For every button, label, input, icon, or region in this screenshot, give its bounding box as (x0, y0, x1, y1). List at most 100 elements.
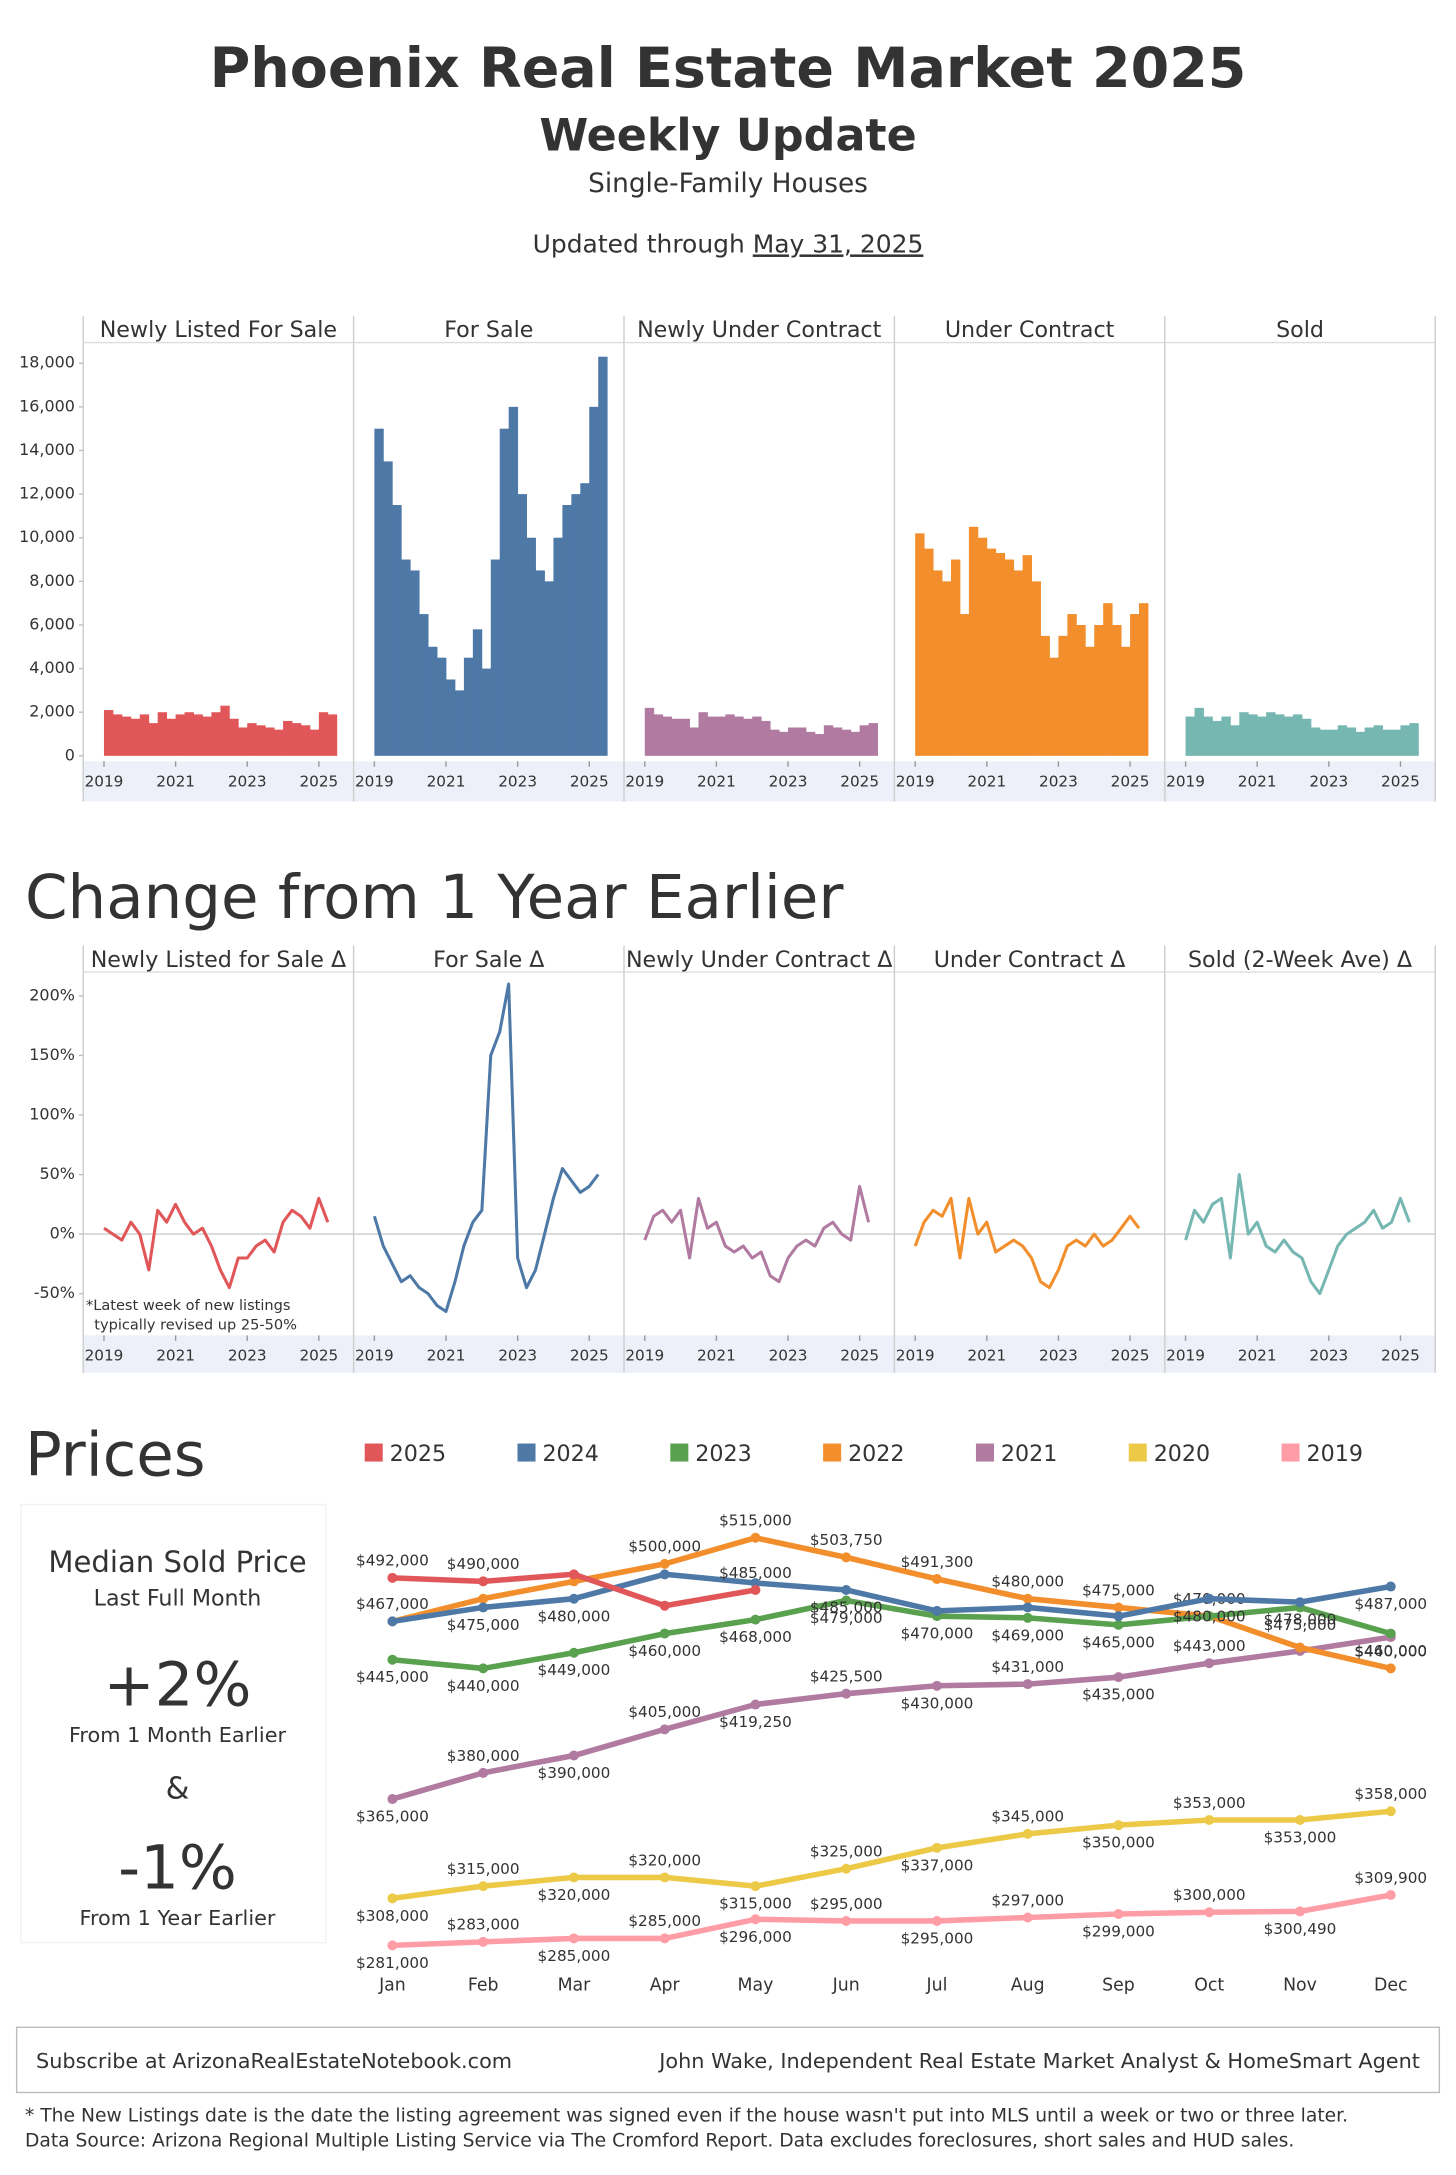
bar (1230, 725, 1240, 756)
value-label: $480,000 (991, 1573, 1064, 1591)
price-point (568, 1576, 579, 1587)
value-label: $468,000 (719, 1628, 792, 1646)
value-label: $469,000 (991, 1626, 1064, 1644)
x-tick-label: 2025 (840, 773, 879, 791)
bar (1337, 725, 1348, 756)
bar (580, 483, 590, 756)
price-point (659, 1724, 670, 1735)
price-point (1113, 1909, 1124, 1920)
price-point (750, 1914, 761, 1925)
price-point (1295, 1597, 1305, 1608)
bar (374, 428, 384, 756)
value-label: $475,000 (1264, 1616, 1337, 1634)
price-point (1113, 1619, 1124, 1630)
value-label: $460,000 (1354, 1642, 1427, 1660)
value-label: $358,000 (1354, 1785, 1427, 1803)
bar (1121, 646, 1131, 756)
x-tick-label: 2021 (697, 773, 736, 791)
bar (1203, 716, 1213, 756)
bar (562, 505, 572, 756)
value-label: $475,000 (447, 1616, 520, 1634)
bar (410, 570, 420, 756)
price-point (1295, 1642, 1305, 1653)
price-point (568, 1750, 579, 1761)
axis-band (1164, 761, 1436, 802)
price-point (659, 1558, 670, 1569)
value-label: $492,000 (356, 1552, 429, 1570)
bar (1085, 646, 1095, 756)
bar (265, 727, 275, 756)
bar (571, 494, 581, 756)
price-point (478, 1767, 489, 1778)
bar (942, 581, 952, 756)
x-tick-label: 2019 (355, 773, 394, 791)
bar (300, 725, 311, 756)
panel-title: Newly Listed For Sale (100, 317, 337, 343)
value-label: $320,000 (628, 1851, 701, 1869)
bar (814, 734, 825, 756)
value-label: $485,000 (810, 1599, 883, 1617)
value-label: $285,000 (628, 1912, 701, 1930)
x-tick-label: 2023 (228, 773, 267, 791)
value-label: $478,000 (1264, 1611, 1337, 1629)
price-point (841, 1863, 852, 1874)
bar (644, 707, 655, 756)
value-label: $475,000 (1082, 1581, 1155, 1599)
price-point (1204, 1658, 1215, 1669)
bar (653, 714, 664, 756)
price-point (1385, 1806, 1396, 1817)
bar (950, 559, 961, 756)
x-tick-label: Jul (926, 1976, 948, 1996)
bar (463, 657, 474, 756)
panel-title: Under Contract Δ (934, 947, 1126, 973)
x-tick-label: 2023 (1309, 773, 1348, 791)
y-tick-label: 2,000 (29, 702, 75, 721)
value-label: $308,000 (356, 1907, 429, 1925)
x-tick-label: 2021 (1238, 773, 1277, 791)
bar (256, 725, 266, 756)
price-point (1385, 1628, 1396, 1639)
price-point (1204, 1593, 1215, 1604)
bar (770, 729, 780, 756)
bar (1139, 603, 1149, 756)
month-caption: From 1 Month Earlier (69, 1723, 287, 1747)
x-tick-label: 2021 (156, 773, 195, 791)
x-tick-label: Sep (1102, 1976, 1135, 1996)
bar (1076, 624, 1086, 756)
value-label: $430,000 (901, 1694, 974, 1712)
price-point (1295, 1814, 1305, 1825)
price-point (841, 1552, 852, 1563)
x-tick-label: Oct (1194, 1976, 1224, 1996)
price-point (841, 1688, 852, 1699)
bar (805, 731, 816, 756)
x-tick-label: 2019 (1166, 1347, 1205, 1365)
price-point (841, 1595, 852, 1606)
legend-label: 2022 (848, 1441, 904, 1467)
bar (589, 406, 599, 756)
bar (1040, 635, 1050, 756)
x-tick-label: 2021 (427, 773, 466, 791)
price-point (387, 1940, 398, 1951)
legend-swatch (823, 1443, 842, 1462)
bar (1364, 727, 1375, 756)
value-label: $491,300 (901, 1553, 974, 1571)
price-point (1022, 1912, 1033, 1923)
bar (446, 679, 456, 756)
axis-band (1164, 1335, 1436, 1373)
value-label: $285,000 (538, 1947, 611, 1965)
value-label: $297,000 (991, 1891, 1064, 1909)
bar (318, 712, 329, 756)
y-tick-label: 6,000 (29, 614, 75, 633)
bar (238, 727, 248, 756)
price-point (841, 1915, 852, 1926)
bar (1391, 729, 1401, 756)
bar (283, 720, 293, 756)
legend-label: 2024 (542, 1441, 598, 1467)
x-tick-label: 2021 (967, 1347, 1006, 1365)
trend-line (913, 1196, 1141, 1290)
x-tick-label: 2023 (1039, 1347, 1078, 1365)
x-tick-label: Jan (378, 1976, 406, 1996)
value-label: $337,000 (901, 1856, 974, 1874)
bar (148, 723, 159, 756)
value-label: $295,000 (810, 1895, 883, 1913)
